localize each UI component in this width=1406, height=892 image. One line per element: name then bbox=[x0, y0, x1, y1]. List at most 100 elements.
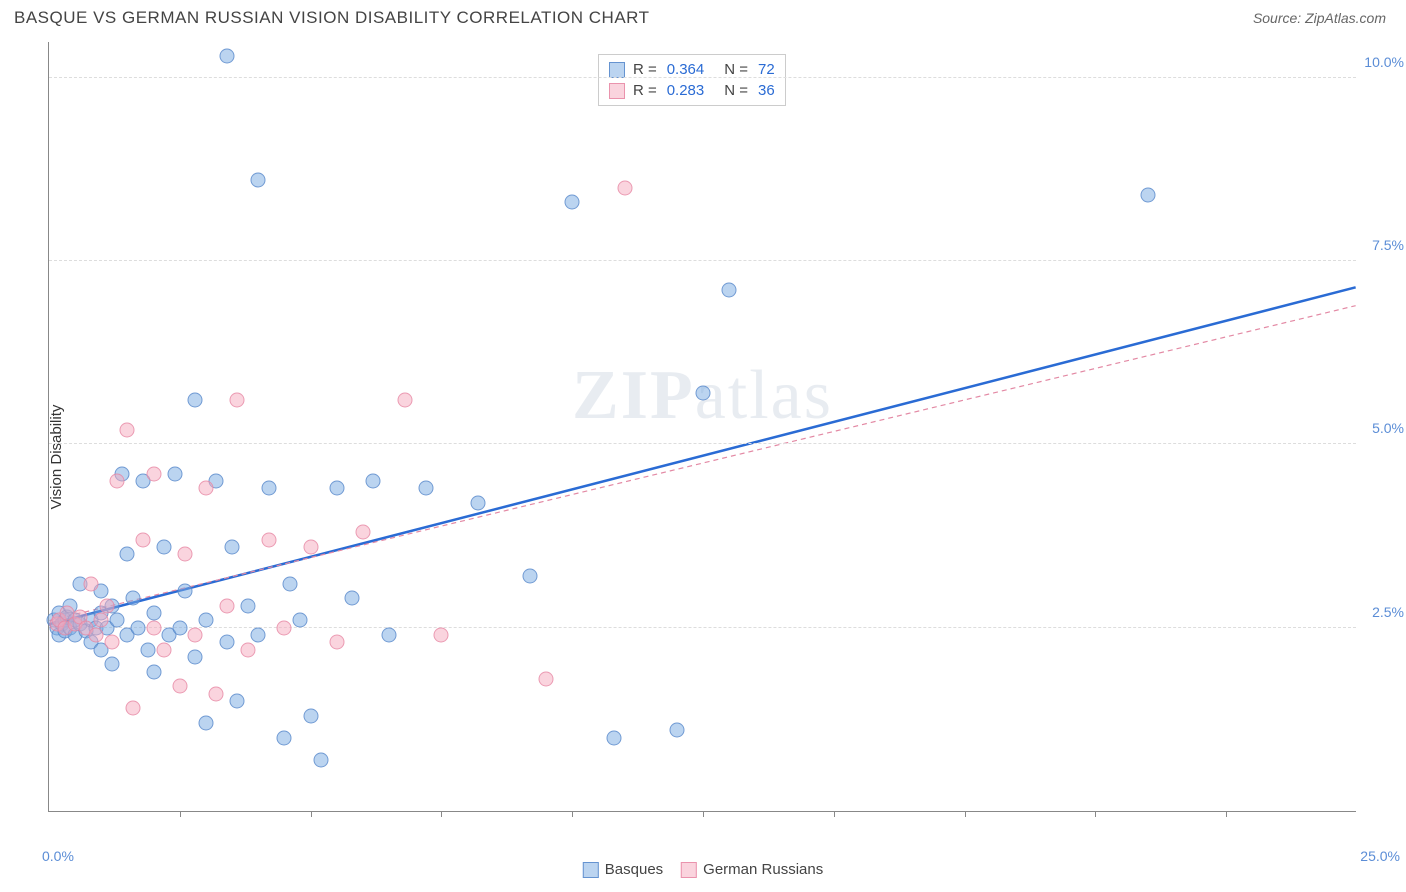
x-tick bbox=[311, 811, 312, 817]
data-point bbox=[130, 620, 145, 635]
data-point bbox=[172, 679, 187, 694]
data-point bbox=[219, 48, 234, 63]
legend-series: Basques German Russians bbox=[583, 861, 823, 878]
data-point bbox=[418, 481, 433, 496]
data-point bbox=[434, 628, 449, 643]
data-point bbox=[99, 598, 114, 613]
data-point bbox=[146, 466, 161, 481]
x-tick bbox=[703, 811, 704, 817]
swatch-blue bbox=[609, 62, 625, 78]
data-point bbox=[617, 180, 632, 195]
r-value-2: 0.283 bbox=[667, 82, 705, 99]
x-tick bbox=[965, 811, 966, 817]
chart-title: BASQUE VS GERMAN RUSSIAN VISION DISABILI… bbox=[14, 8, 650, 28]
swatch-pink bbox=[681, 862, 697, 878]
legend-label: Basques bbox=[605, 861, 663, 878]
data-point bbox=[261, 481, 276, 496]
data-point bbox=[178, 547, 193, 562]
trend-line bbox=[49, 287, 1355, 624]
data-point bbox=[178, 584, 193, 599]
data-point bbox=[146, 664, 161, 679]
x-tick bbox=[834, 811, 835, 817]
data-point bbox=[110, 613, 125, 628]
n-value-1: 72 bbox=[758, 61, 775, 78]
data-point bbox=[198, 716, 213, 731]
data-point bbox=[277, 620, 292, 635]
data-point bbox=[303, 708, 318, 723]
x-min-label: 0.0% bbox=[42, 848, 74, 864]
r-label: R = bbox=[633, 82, 657, 99]
data-point bbox=[94, 613, 109, 628]
data-point bbox=[251, 628, 266, 643]
data-point bbox=[188, 393, 203, 408]
source-label: Source: ZipAtlas.com bbox=[1253, 10, 1386, 26]
n-label: N = bbox=[724, 61, 748, 78]
x-tick bbox=[572, 811, 573, 817]
x-tick bbox=[1226, 811, 1227, 817]
data-point bbox=[120, 547, 135, 562]
trend-lines bbox=[49, 42, 1356, 811]
x-max-label: 25.0% bbox=[1360, 848, 1400, 864]
legend-stats: R = 0.364 N = 72 R = 0.283 N = 36 bbox=[598, 54, 786, 106]
data-point bbox=[89, 628, 104, 643]
data-point bbox=[230, 393, 245, 408]
data-point bbox=[303, 540, 318, 555]
gridline bbox=[49, 260, 1356, 261]
x-tick bbox=[441, 811, 442, 817]
data-point bbox=[293, 613, 308, 628]
data-point bbox=[329, 635, 344, 650]
data-point bbox=[125, 591, 140, 606]
data-point bbox=[141, 642, 156, 657]
data-point bbox=[539, 672, 554, 687]
gridline bbox=[49, 77, 1356, 78]
chart-container: Vision Disability ZIPatlas R = 0.364 N =… bbox=[0, 32, 1406, 882]
y-tick-label: 2.5% bbox=[1360, 604, 1404, 620]
data-point bbox=[1140, 188, 1155, 203]
data-point bbox=[167, 466, 182, 481]
data-point bbox=[104, 657, 119, 672]
data-point bbox=[607, 730, 622, 745]
y-tick-label: 10.0% bbox=[1360, 54, 1404, 70]
legend-stats-row: R = 0.283 N = 36 bbox=[609, 80, 775, 101]
data-point bbox=[329, 481, 344, 496]
data-point bbox=[125, 701, 140, 716]
swatch-pink bbox=[609, 83, 625, 99]
data-point bbox=[146, 606, 161, 621]
data-point bbox=[355, 525, 370, 540]
data-point bbox=[345, 591, 360, 606]
data-point bbox=[120, 422, 135, 437]
data-point bbox=[722, 283, 737, 298]
data-point bbox=[157, 540, 172, 555]
data-point bbox=[314, 752, 329, 767]
legend-item: Basques bbox=[583, 861, 663, 878]
data-point bbox=[230, 694, 245, 709]
data-point bbox=[696, 386, 711, 401]
data-point bbox=[565, 195, 580, 210]
data-point bbox=[198, 481, 213, 496]
r-label: R = bbox=[633, 61, 657, 78]
data-point bbox=[240, 642, 255, 657]
data-point bbox=[366, 474, 381, 489]
data-point bbox=[397, 393, 412, 408]
data-point bbox=[240, 598, 255, 613]
data-point bbox=[471, 496, 486, 511]
data-point bbox=[198, 613, 213, 628]
x-tick bbox=[1095, 811, 1096, 817]
data-point bbox=[219, 635, 234, 650]
r-value-1: 0.364 bbox=[667, 61, 705, 78]
data-point bbox=[83, 576, 98, 591]
data-point bbox=[172, 620, 187, 635]
legend-label: German Russians bbox=[703, 861, 823, 878]
legend-item: German Russians bbox=[681, 861, 823, 878]
swatch-blue bbox=[583, 862, 599, 878]
gridline bbox=[49, 443, 1356, 444]
n-label: N = bbox=[724, 82, 748, 99]
data-point bbox=[188, 628, 203, 643]
gridline bbox=[49, 627, 1356, 628]
x-tick bbox=[180, 811, 181, 817]
data-point bbox=[146, 620, 161, 635]
data-point bbox=[209, 686, 224, 701]
n-value-2: 36 bbox=[758, 82, 775, 99]
y-tick-label: 5.0% bbox=[1360, 420, 1404, 436]
data-point bbox=[110, 474, 125, 489]
